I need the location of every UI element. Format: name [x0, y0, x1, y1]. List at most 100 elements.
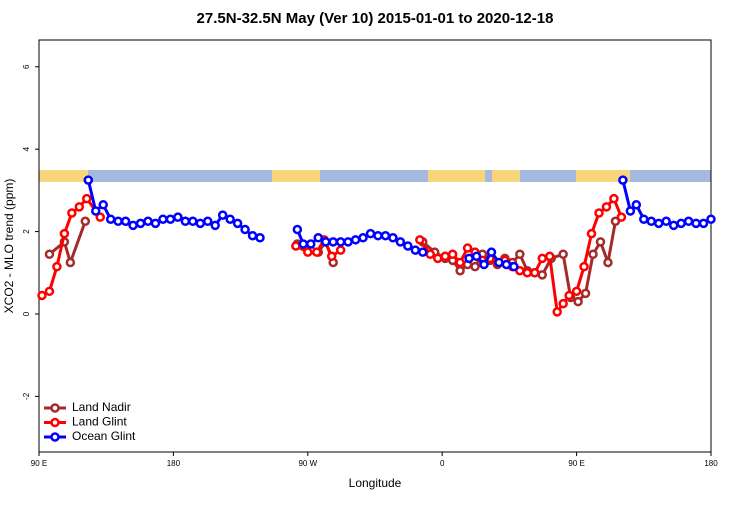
data-point	[90, 206, 101, 216]
data-point	[83, 175, 94, 185]
data-point	[618, 175, 628, 185]
data-point	[113, 216, 123, 227]
data-point	[588, 249, 598, 259]
data-point	[691, 218, 701, 229]
legend-label: Ocean Glint	[72, 429, 136, 443]
data-point	[522, 268, 533, 278]
data-point	[150, 218, 161, 229]
data-point	[616, 212, 627, 222]
data-point	[440, 251, 450, 262]
data-point	[580, 288, 591, 299]
data-point	[462, 243, 473, 253]
data-point	[530, 268, 540, 278]
data-point	[625, 206, 636, 216]
data-point	[639, 214, 649, 224]
data-point	[601, 202, 612, 212]
data-point	[571, 286, 582, 297]
legend-marker	[50, 432, 60, 442]
data-point	[432, 253, 443, 264]
data-point	[298, 239, 309, 249]
data-point	[410, 245, 421, 255]
data-point	[105, 214, 116, 224]
y-axis-label: XCO2 - MLO trend (ppm)	[2, 179, 16, 314]
data-point	[165, 214, 176, 224]
data-point	[65, 257, 76, 268]
x-axis-label: Longitude	[349, 476, 402, 490]
data-point	[335, 245, 346, 255]
data-point	[610, 216, 621, 227]
data-point	[668, 220, 679, 231]
data-point	[676, 218, 686, 229]
data-point	[509, 261, 519, 272]
data-point	[706, 214, 716, 224]
y-tick-label: 6	[22, 64, 31, 69]
data-point	[388, 233, 398, 243]
data-point	[98, 200, 108, 210]
data-point	[158, 214, 168, 224]
data-point	[471, 251, 482, 262]
data-point	[44, 286, 55, 297]
data-point	[225, 214, 235, 224]
data-point	[82, 193, 92, 204]
data-point	[479, 259, 489, 270]
data-point	[303, 247, 313, 257]
legend-marker	[50, 403, 60, 413]
data-point	[501, 259, 512, 270]
data-point	[646, 216, 657, 227]
data-point	[217, 210, 228, 220]
data-point	[247, 230, 258, 241]
data-point	[291, 241, 301, 251]
data-point	[573, 296, 583, 307]
data-point	[358, 233, 368, 243]
x-tick-label: 90 E	[31, 459, 47, 468]
data-point	[515, 249, 525, 259]
series-line	[48, 220, 87, 268]
data-point	[195, 218, 206, 229]
data-point	[380, 230, 391, 241]
data-point	[59, 228, 70, 239]
data-point	[603, 257, 613, 268]
data-point	[240, 224, 250, 235]
land-ocean-strip	[39, 170, 711, 182]
legend-label: Land Nadir	[72, 400, 131, 414]
data-point	[95, 212, 105, 222]
data-point	[210, 220, 220, 231]
x-tick-label: 180	[704, 459, 718, 468]
y-tick-label: 4	[22, 146, 31, 151]
data-point	[455, 257, 465, 268]
data-point	[313, 233, 324, 243]
data-point	[455, 265, 465, 276]
data-point	[544, 251, 555, 262]
x-tick-label: 0	[440, 459, 445, 468]
data-point	[494, 257, 504, 268]
data-point	[486, 247, 497, 257]
data-point	[631, 200, 642, 210]
data-point	[120, 216, 131, 227]
data-point	[180, 216, 191, 227]
data-point	[537, 253, 548, 264]
data-point	[67, 208, 77, 218]
data-point	[425, 249, 436, 259]
data-point	[464, 253, 474, 264]
legend-marker	[50, 417, 60, 428]
data-point	[335, 237, 346, 247]
data-point	[343, 237, 353, 247]
data-point	[312, 247, 322, 257]
data-point	[552, 307, 562, 317]
x-tick-label: 180	[167, 459, 181, 468]
data-point	[320, 237, 331, 247]
series-line	[86, 179, 261, 240]
data-point	[595, 237, 606, 247]
data-point	[44, 249, 55, 259]
data-point	[173, 212, 183, 222]
data-point	[143, 216, 153, 227]
data-point	[52, 261, 62, 272]
x-tick-label: 90 W	[298, 459, 317, 468]
data-point	[558, 298, 568, 309]
data-point	[202, 216, 213, 227]
data-point	[403, 241, 413, 251]
data-point	[373, 230, 383, 241]
data-point	[579, 261, 589, 272]
data-point	[415, 235, 425, 245]
